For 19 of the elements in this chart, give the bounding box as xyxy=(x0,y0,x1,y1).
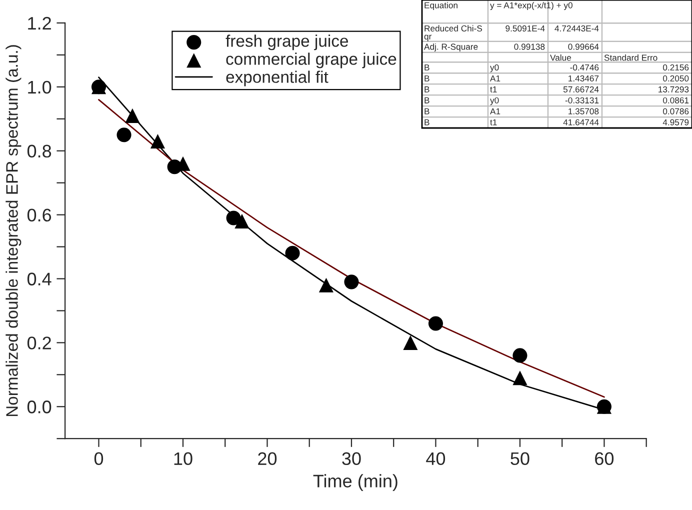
legend-label: fresh grape juice xyxy=(226,34,348,50)
y-tick-label: 0.4 xyxy=(27,272,52,286)
x-tick-label: 0 xyxy=(94,452,104,466)
x-tick-label: 30 xyxy=(342,452,361,466)
y-tick-label: 0.6 xyxy=(27,208,52,222)
y-axis-title: Normalized double integrated EPR spectrum (a.u.) xyxy=(6,45,22,416)
x-axis-title: Time (min) xyxy=(313,474,398,492)
x-tick-label: 20 xyxy=(258,452,277,466)
x-tick-label: 10 xyxy=(174,452,192,466)
y-tick-label: 0.2 xyxy=(27,336,51,350)
y-tick-label: 0.0 xyxy=(27,400,52,414)
y-tick-label: 1.0 xyxy=(28,80,52,94)
x-tick-label: 40 xyxy=(426,452,446,466)
x-tick-label: 60 xyxy=(595,452,614,466)
legend-label: exponential fit xyxy=(226,70,328,86)
legend-label: commercial grape juice xyxy=(226,52,396,68)
y-tick-label: 1.2 xyxy=(28,16,51,30)
y-tick-label: 0.8 xyxy=(27,144,52,158)
x-tick-label: 50 xyxy=(510,452,530,466)
